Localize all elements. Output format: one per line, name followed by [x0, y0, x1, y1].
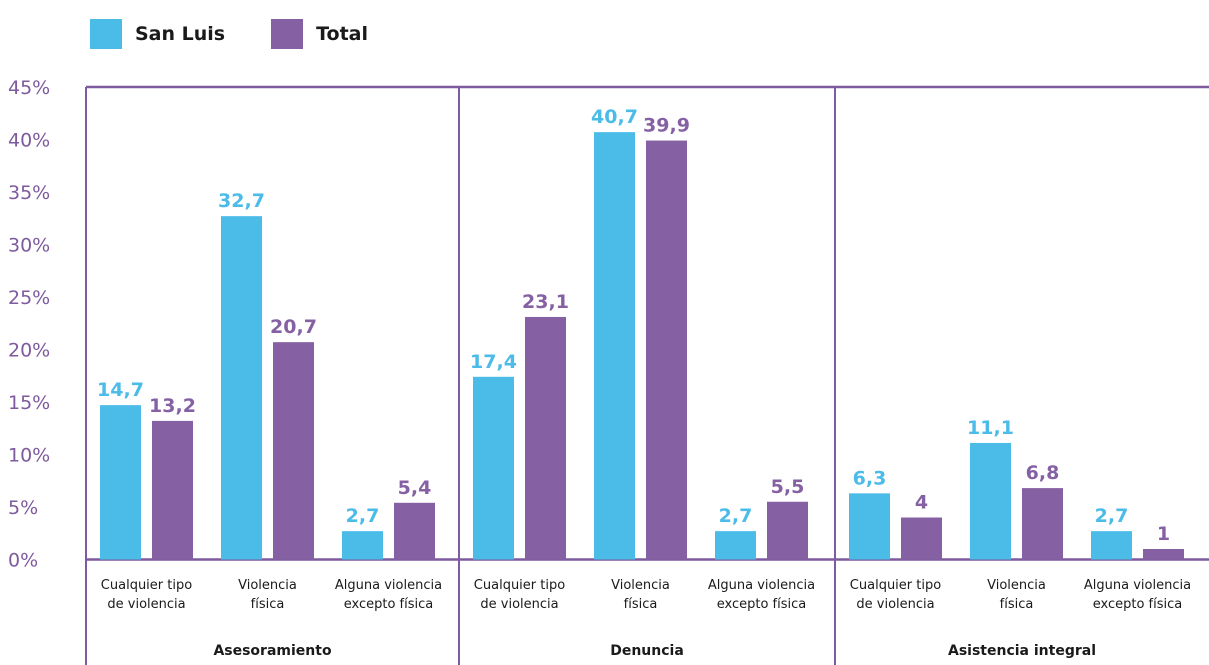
- bar-san-luis: [1091, 531, 1132, 560]
- category-label: física: [624, 597, 658, 612]
- value-label-san-luis: 14,7: [97, 379, 144, 401]
- bar-san-luis: [221, 216, 262, 560]
- bar-total: [152, 420, 193, 560]
- y-tick-label: 30%: [8, 235, 50, 257]
- category-label: Alguna violencia: [708, 578, 815, 593]
- bar-total: [901, 517, 942, 560]
- category-label: de violencia: [480, 597, 558, 612]
- y-tick-label: 5%: [8, 497, 38, 519]
- category-label: de violencia: [856, 597, 934, 612]
- value-label-total: 5,5: [771, 476, 805, 498]
- value-label-san-luis: 2,7: [719, 505, 753, 527]
- category-label: Cualquier tipo: [850, 578, 941, 593]
- bar-san-luis: [473, 376, 514, 560]
- bar-total: [525, 316, 566, 560]
- legend-item-san-luis: San Luis: [90, 19, 225, 49]
- value-label-total: 4: [915, 492, 928, 514]
- y-tick-label: 15%: [8, 392, 50, 414]
- legend-label-total: Total: [316, 23, 369, 45]
- category-label: excepto física: [717, 597, 807, 612]
- bar-san-luis: [970, 442, 1011, 560]
- category-label: Violencia: [238, 578, 297, 593]
- group-label: Asesoramiento: [213, 643, 332, 659]
- category-label: excepto física: [344, 597, 434, 612]
- bar-total: [646, 140, 687, 560]
- y-tick-label: 35%: [8, 182, 50, 204]
- value-label-total: 6,8: [1026, 462, 1060, 484]
- bar-total: [1143, 549, 1184, 560]
- value-label-total: 5,4: [398, 477, 432, 499]
- value-label-total: 1: [1157, 523, 1170, 545]
- value-label-san-luis: 6,3: [853, 467, 887, 489]
- category-label: Violencia: [611, 578, 670, 593]
- bar-san-luis: [715, 531, 756, 560]
- value-label-total: 20,7: [270, 316, 317, 338]
- y-tick-label: 45%: [8, 77, 50, 99]
- bar-total: [767, 501, 808, 560]
- legend-swatch-san-luis: [90, 19, 122, 49]
- y-tick-label: 40%: [8, 130, 50, 152]
- group-label: Denuncia: [610, 643, 684, 659]
- bar-san-luis: [594, 132, 635, 560]
- category-label: Alguna violencia: [335, 578, 442, 593]
- category-label: Violencia: [987, 578, 1046, 593]
- y-tick-label: 25%: [8, 287, 50, 309]
- value-label-san-luis: 40,7: [591, 106, 638, 128]
- value-label-san-luis: 2,7: [1095, 505, 1129, 527]
- bar-san-luis: [342, 531, 383, 560]
- value-label-total: 13,2: [149, 395, 196, 417]
- legend-item-total: Total: [271, 19, 368, 49]
- category-label: física: [1000, 597, 1034, 612]
- bar-total: [394, 502, 435, 560]
- y-tick-label: 20%: [8, 340, 50, 362]
- category-label: Cualquier tipo: [474, 578, 565, 593]
- category-label: física: [251, 597, 285, 612]
- legend: San Luis Total: [90, 18, 414, 50]
- category-label: excepto física: [1093, 597, 1183, 612]
- bar-san-luis: [100, 405, 141, 560]
- legend-swatch-total: [271, 19, 304, 49]
- bar-total: [1022, 488, 1063, 560]
- value-label-total: 23,1: [522, 291, 569, 313]
- category-label: de violencia: [107, 597, 185, 612]
- category-label: Alguna violencia: [1084, 578, 1191, 593]
- value-label-total: 39,9: [643, 115, 690, 137]
- legend-label-san-luis: San Luis: [135, 23, 226, 45]
- bar-san-luis: [849, 493, 890, 560]
- value-label-san-luis: 32,7: [218, 190, 265, 212]
- y-tick-label: 0%: [8, 550, 38, 572]
- y-tick-label: 10%: [8, 445, 50, 467]
- bar-total: [273, 342, 314, 560]
- value-label-san-luis: 2,7: [346, 505, 380, 527]
- value-label-san-luis: 17,4: [470, 351, 517, 373]
- value-label-san-luis: 11,1: [967, 417, 1014, 439]
- category-label: Cualquier tipo: [101, 578, 192, 593]
- group-label: Asistencia integral: [948, 643, 1096, 659]
